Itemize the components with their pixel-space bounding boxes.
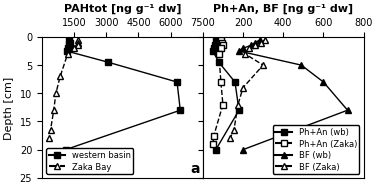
Text: a: a	[190, 161, 199, 175]
Legend: Ph+An (wb), Ph+An (Zaka), BF (wb), BF (Zaka): Ph+An (wb), Ph+An (Zaka), BF (wb), BF (Z…	[273, 125, 360, 174]
Y-axis label: Depth [cm]: Depth [cm]	[4, 76, 14, 139]
X-axis label: Ph+An, BF [ng g⁻¹ dw]: Ph+An, BF [ng g⁻¹ dw]	[213, 4, 353, 14]
X-axis label: PAHtot [ng g⁻¹ dw]: PAHtot [ng g⁻¹ dw]	[64, 4, 181, 14]
Legend: western basin, Zaka Bay: western basin, Zaka Bay	[46, 148, 133, 174]
